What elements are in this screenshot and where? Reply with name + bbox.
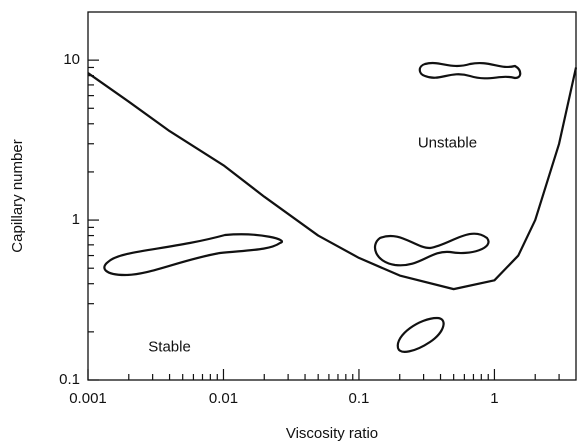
drop-shape [103, 233, 283, 277]
x-tick-label: 1 [490, 390, 498, 407]
x-axis-label: Viscosity ratio [286, 425, 378, 442]
y-tick-label: 1 [72, 211, 80, 228]
drop-shape [418, 61, 522, 80]
annotation: Unstable [418, 135, 477, 152]
x-tick-label: 0.1 [349, 390, 370, 407]
drop-shape [373, 232, 490, 267]
curve [87, 67, 577, 291]
plot-frame [87, 11, 577, 381]
x-tick-label: 0.01 [209, 390, 238, 407]
y-tick-label: 10 [63, 51, 80, 68]
x-tick-label: 0.001 [69, 390, 107, 407]
y-tick-label: 0.1 [59, 371, 80, 388]
y-axis-label: Capillary number [9, 139, 26, 252]
drop-shape [396, 316, 445, 353]
annotation: Stable [148, 338, 191, 355]
drop-shapes [103, 61, 522, 353]
